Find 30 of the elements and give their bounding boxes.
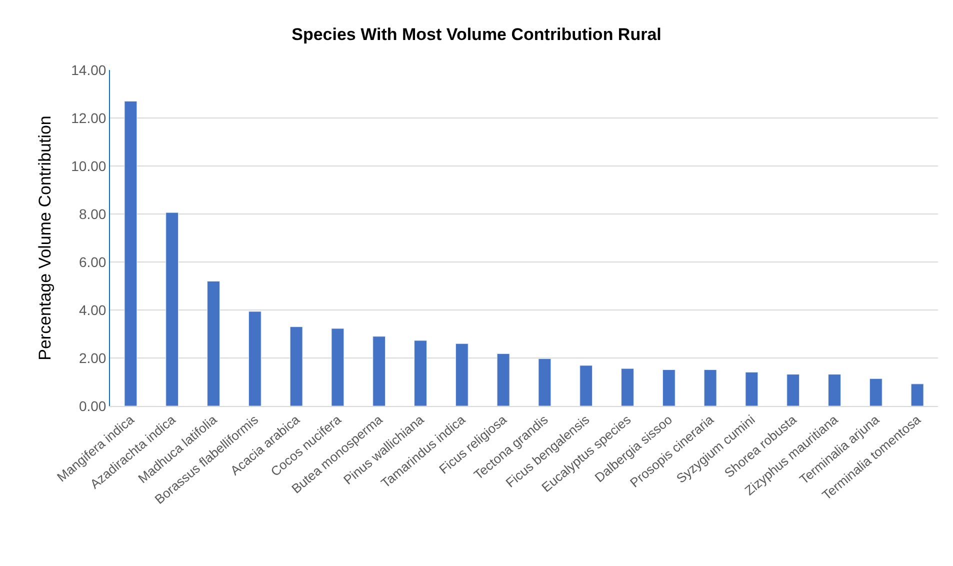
bar — [496, 353, 510, 406]
y-tick-label: 10.00 — [71, 158, 106, 174]
bar — [621, 368, 634, 406]
bar — [166, 212, 179, 406]
bar — [910, 384, 924, 406]
bar — [331, 328, 344, 406]
bar — [414, 340, 427, 406]
bar — [580, 365, 593, 406]
y-tick-label: 12.00 — [71, 110, 106, 126]
bar — [828, 374, 841, 406]
bar — [745, 372, 758, 406]
bar — [372, 336, 386, 406]
bar — [869, 378, 882, 406]
bar — [538, 358, 552, 406]
y-tick-label: 4.00 — [78, 302, 106, 318]
bar — [207, 280, 220, 406]
y-tick-label: 8.00 — [78, 206, 106, 222]
bar — [455, 343, 468, 406]
y-tick-label: 0.00 — [78, 398, 106, 414]
bar — [662, 370, 676, 406]
chart-title: Species With Most Volume Contribution Rural — [292, 25, 662, 44]
bar — [704, 370, 717, 406]
bar — [786, 374, 800, 406]
y-tick-label: 14.00 — [71, 62, 106, 78]
y-tick-label: 6.00 — [78, 254, 106, 270]
bar — [290, 326, 303, 406]
bar — [124, 100, 138, 406]
y-tick-label: 2.00 — [78, 350, 106, 366]
bar — [248, 311, 262, 406]
y-axis-title: Percentage Volume Contribution — [36, 116, 55, 360]
